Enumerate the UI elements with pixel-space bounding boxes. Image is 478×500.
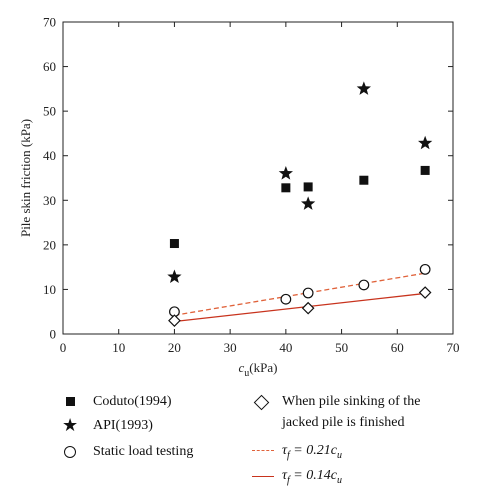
x-tick-label: 70: [447, 340, 460, 355]
legend-diamond-marker: [253, 394, 270, 411]
jacked-pile-point: [168, 314, 181, 327]
x-tick-label: 30: [224, 340, 237, 355]
static-load-point: [358, 279, 370, 291]
plot-frame: [62, 21, 454, 335]
coduto-point: [359, 175, 369, 185]
y-tick-label: 50: [43, 104, 56, 119]
legend-circle-marker: [64, 446, 76, 458]
y-tick-label: 30: [43, 193, 56, 208]
api-point: [356, 81, 371, 95]
x-tick-label: 20: [168, 340, 181, 355]
static-load-point: [419, 263, 431, 275]
legend-label-dashed-eq: τf = 0.21cu: [282, 443, 342, 461]
trend-line-solid: [174, 292, 426, 323]
legend-star-marker: ★: [62, 415, 79, 435]
legend-square-marker: [66, 397, 75, 406]
trend-line-dashed: [174, 272, 426, 316]
jacked-pile-point: [418, 286, 432, 299]
legend-dashed-line: [252, 450, 274, 451]
legend-solid-line: [252, 476, 274, 477]
static-load-point: [280, 293, 292, 305]
y-tick-label: 70: [43, 15, 56, 30]
y-tick-label: 20: [43, 237, 56, 252]
x-tick-label: 0: [60, 340, 67, 355]
x-tick-label: 10: [112, 340, 125, 355]
api-point: [278, 166, 293, 180]
api-point: [301, 196, 316, 210]
legend-label-static: Static load testing: [93, 444, 194, 459]
y-tick-label: 60: [43, 59, 56, 74]
legend-label-jacked-1: When pile sinking of the: [282, 394, 421, 409]
legend-label-solid-eq: τf = 0.14cu: [282, 468, 342, 486]
y-tick-label: 10: [43, 282, 56, 297]
y-axis-label: Pile skin friction (kPa): [18, 119, 33, 237]
legend-label-coduto: Coduto(1994): [93, 394, 172, 409]
api-point: [418, 135, 433, 150]
api-point: [167, 269, 182, 284]
y-tick-label: 0: [50, 327, 57, 342]
chart-plot: 0 10 20 30 40 50 60 70 0 10 20 30 40 50 60 70 cu(kPa) Pil…: [18, 15, 460, 380]
legend-label-jacked-2: jacked pile is finished: [282, 415, 405, 430]
jacked-pile-point: [301, 301, 315, 315]
coduto-point: [303, 182, 313, 192]
x-tick-label: 50: [335, 340, 348, 355]
x-axis-label: cu(kPa): [239, 360, 278, 379]
legend-label-api: API(1993): [93, 418, 153, 433]
y-tick-label: 40: [43, 148, 56, 163]
static-load-point: [302, 287, 314, 299]
coduto-point: [420, 165, 430, 175]
x-tick-label: 60: [391, 340, 404, 355]
coduto-point: [169, 239, 179, 249]
coduto-point: [281, 183, 291, 193]
x-tick-label: 40: [279, 340, 292, 355]
